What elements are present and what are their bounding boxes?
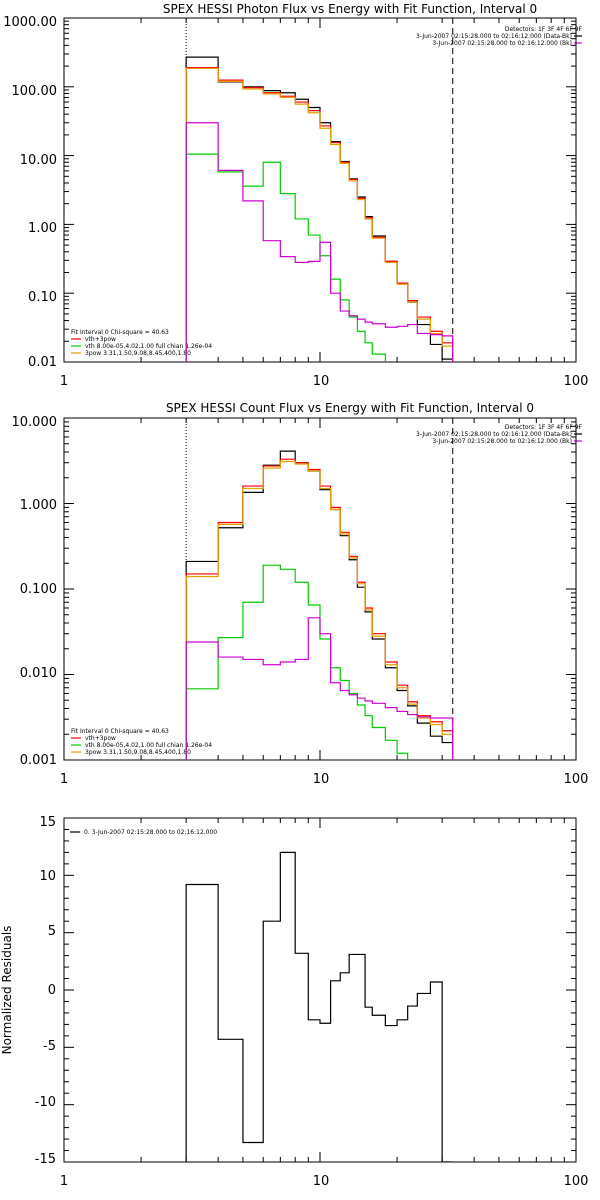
- photon-xtick-label: 1: [60, 374, 68, 389]
- residuals-ytick-label: -10: [35, 1095, 56, 1110]
- count-ytick-label: 1.000: [20, 498, 57, 513]
- count-x-ticks: 1 10 100: [60, 772, 589, 787]
- residuals-ytick-label: 0: [48, 983, 56, 998]
- count-flux-panel: SPEX HESSI Count Flux vs Energy with Fit…: [12, 401, 589, 787]
- photon-plot: [63, 17, 577, 363]
- legend-entry-bk: 3-Jun-2007 02:15:28.000 to 02:16:12.000 …: [432, 438, 572, 445]
- count-xtick-label: 100: [564, 772, 589, 787]
- legend-entry-data-bk: 3-Jun-2007 02:15:28.000 to 02:16:12.000 …: [416, 431, 572, 438]
- legend-entry-residuals: 0. 3-Jun-2007 02:15:28.000 to 02:16:12.0…: [84, 829, 217, 836]
- photon-xtick-label: 100: [564, 374, 589, 389]
- residuals-x-ticks: 1 10 100: [60, 1174, 589, 1189]
- count-series-3: [185, 564, 454, 760]
- residuals-y-ticks: 15 10 5 0 -5 -10 -15: [35, 815, 56, 1167]
- residuals-y-axis-label: Normalized Residuals: [0, 926, 14, 1055]
- legend-entry-data-bk: 3-Jun-2007 02:15:28.000 to 02:16:12.000 …: [416, 33, 572, 40]
- photon-series-group: [185, 56, 454, 362]
- photon-legend-bottom-left: Fit Interval 0 Chi-square = 40.63 vth+3p…: [71, 329, 212, 357]
- residuals-series-group: [185, 851, 453, 1162]
- legend-entry-vth: vth 8.00e-05,4.02,1.00 full chian 1.26e-…: [85, 343, 212, 350]
- photon-axes-frame: [63, 17, 577, 363]
- count-xtick-label: 1: [60, 772, 68, 787]
- residuals-ytick-label: 5: [48, 924, 56, 939]
- legend-fit-interval: Fit Interval 0 Chi-square = 40.63: [71, 728, 169, 735]
- residuals-xtick-label: 100: [564, 1174, 589, 1189]
- photon-y-ticks: 1000.00 100.00 10.00 1.00 0.10 0.01: [3, 15, 57, 370]
- photon-chart-title: SPEX HESSI Photon Flux vs Energy with Fi…: [163, 2, 537, 16]
- count-ytick-label: 0.010: [20, 666, 57, 681]
- residuals-ytick-label: -5: [43, 1039, 56, 1054]
- count-xtick-label: 10: [313, 772, 330, 787]
- legend-entry-vth: vth 8.00e-05,4.02,1.00 full chian 1.26e-…: [85, 742, 212, 749]
- residuals-plot: [63, 817, 577, 1163]
- legend-entry-vth-3pow: vth+3pow: [85, 735, 116, 742]
- photon-series-4: [185, 122, 454, 362]
- count-ytick-label: 10.000: [12, 415, 58, 430]
- count-series-4: [185, 617, 454, 760]
- photon-series-3: [185, 153, 454, 362]
- photon-flux-panel: SPEX HESSI Photon Flux vs Energy with Fi…: [3, 2, 588, 389]
- legend-entry-3pow: 3pow 3.31,1.50,9.08,8.45,400,1.80: [85, 749, 191, 756]
- legend-detectors: Detectors: 1F 3F 4F 6F 9F: [505, 26, 583, 33]
- photon-ytick-label: 1.00: [28, 221, 57, 236]
- photon-series-1: [185, 67, 454, 362]
- count-chart-title: SPEX HESSI Count Flux vs Energy with Fit…: [166, 401, 534, 415]
- photon-ytick-label: 100.00: [12, 84, 58, 99]
- residuals-ytick-label: 10: [39, 869, 56, 884]
- photon-ytick-label: 0.10: [28, 290, 57, 305]
- legend-fit-interval: Fit Interval 0 Chi-square = 40.63: [71, 329, 169, 336]
- photon-x-ticks: 1 10 100: [60, 374, 589, 389]
- residuals-legend: 0. 3-Jun-2007 02:15:28.000 to 02:16:12.0…: [70, 829, 217, 836]
- residuals-xtick-label: 1: [60, 1174, 68, 1189]
- legend-entry-vth-3pow: vth+3pow: [85, 336, 116, 343]
- residuals-xtick-label: 10: [313, 1174, 330, 1189]
- count-ytick-label: 0.001: [20, 753, 57, 768]
- legend-detectors: Detectors: 1F 3F 4F 6F 9F: [505, 424, 583, 431]
- residuals-panel: Normalized Residuals 15 10 5 0 -5 -10 -1…: [0, 815, 588, 1189]
- photon-legend-top-right: Detectors: 1F 3F 4F 6F 9F 3-Jun-2007 02:…: [416, 26, 583, 47]
- count-legend-top-right: Detectors: 1F 3F 4F 6F 9F 3-Jun-2007 02:…: [416, 424, 583, 445]
- residuals-ytick-label: -15: [35, 1152, 56, 1167]
- photon-series-0: [185, 56, 454, 362]
- plot-layer: [63, 17, 577, 1163]
- photon-xtick-label: 10: [313, 374, 330, 389]
- count-plot: [63, 417, 577, 761]
- count-ytick-label: 0.100: [20, 582, 57, 597]
- count-legend-bottom-left: Fit Interval 0 Chi-square = 40.63 vth+3p…: [71, 728, 212, 756]
- count-series-2: [185, 460, 454, 760]
- count-y-ticks: 10.000 1.000 0.100 0.010 0.001: [12, 415, 58, 768]
- legend-entry-3pow: 3pow 3.31,1.50,9.08,8.45,400,1.80: [85, 350, 191, 357]
- photon-ytick-label: 1000.00: [3, 15, 57, 30]
- residuals-axes-frame: [63, 817, 577, 1163]
- photon-series-2: [185, 67, 454, 362]
- photon-ytick-label: 0.01: [28, 355, 57, 370]
- photon-ytick-label: 10.00: [20, 153, 57, 168]
- residuals-series-0: [185, 851, 453, 1162]
- residuals-ytick-label: 15: [39, 815, 56, 830]
- count-series-group: [185, 450, 454, 760]
- legend-entry-bk: 3-Jun-2007 02:15:28.000 to 02:16:12.000 …: [432, 40, 572, 47]
